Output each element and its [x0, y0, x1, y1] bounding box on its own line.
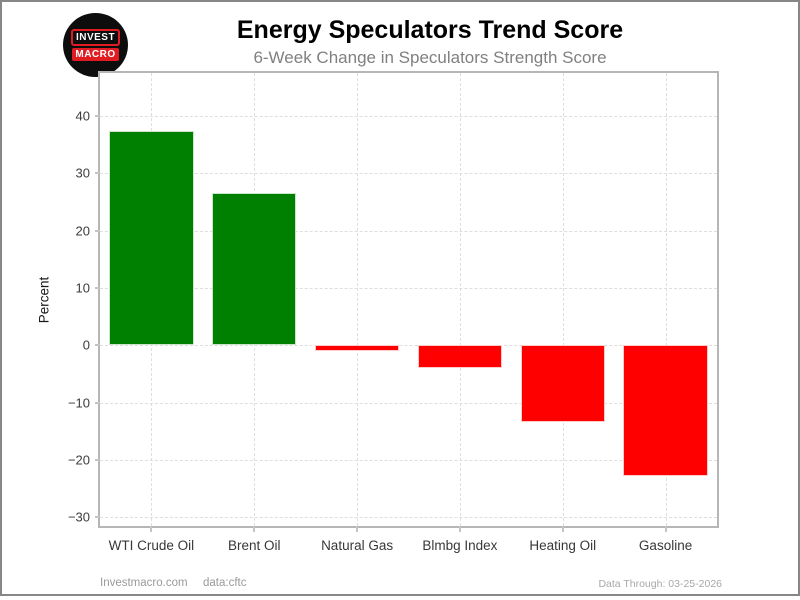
y-tick-label: 30	[75, 165, 90, 181]
logo-macro-text: MACRO	[72, 48, 119, 61]
y-gridline	[100, 173, 717, 175]
footer-source-text: data:cftc	[203, 577, 247, 589]
x-tick-mark	[664, 526, 667, 532]
x-gridline	[459, 73, 461, 526]
y-axis-label: Percent	[36, 276, 52, 324]
plot-area: 40 30 20 10 0 −10 −20 −30 WTI Crude Oil Brent Oil…	[68, 71, 719, 553]
bar-blmbg-index	[417, 345, 503, 368]
x-tick-mark	[150, 526, 153, 532]
y-gridline	[100, 402, 717, 404]
x-tick-mark	[561, 526, 564, 532]
x-tick-label: Gasoline	[638, 538, 693, 553]
bar-natural-gas	[314, 345, 400, 351]
y-tick-mark	[95, 172, 100, 175]
y-tick-label: 0	[82, 337, 90, 353]
y-tick-mark	[95, 459, 100, 462]
y-tick-mark	[95, 229, 100, 232]
y-gridline	[100, 345, 717, 347]
y-gridline	[100, 460, 717, 462]
y-gridline	[100, 116, 717, 117]
x-tick-mark	[356, 526, 359, 532]
y-tick-label: −30	[67, 509, 90, 525]
y-tick-label: 20	[75, 223, 90, 239]
y-tick-mark	[95, 287, 100, 290]
bar-brent-oil	[212, 192, 297, 346]
x-gridline	[665, 73, 667, 526]
footer-site-text: Investmacro.com	[100, 577, 188, 589]
y-gridline	[100, 517, 717, 519]
y-tick-mark	[95, 516, 100, 519]
y-tick-mark	[95, 401, 100, 404]
x-tick-label: WTI Crude Oil	[108, 538, 195, 553]
x-tick-mark	[458, 526, 461, 532]
x-tick-label: Brent Oil	[227, 538, 281, 553]
x-gridline	[357, 73, 359, 526]
bar-heating-oil	[520, 345, 605, 423]
y-tick-label: −10	[67, 395, 90, 411]
bar-wti-crude-oil	[109, 130, 194, 346]
chart-title: Energy Speculators Trend Score	[236, 16, 624, 44]
x-tick-label: Heating Oil	[529, 538, 597, 553]
y-tick-mark	[95, 115, 100, 117]
x-gridline	[562, 73, 564, 526]
x-tick-label: Blmbg Index	[422, 538, 498, 553]
y-gridline	[100, 288, 717, 290]
logo-invest-text: INVEST	[70, 29, 121, 46]
y-tick-label: 40	[75, 108, 90, 124]
investmacro-logo: INVEST MACRO	[63, 13, 128, 77]
y-tick-mark	[95, 344, 100, 347]
x-tick-label: Natural Gas	[321, 538, 394, 553]
footer-data-through: Data Through: 03-25-2026	[598, 578, 722, 590]
y-gridline	[100, 230, 717, 232]
x-tick-mark	[253, 526, 256, 532]
chart-subtitle: 6-Week Change in Speculators Strength Sc…	[253, 48, 607, 67]
y-tick-label: −20	[67, 452, 90, 468]
bar-gasoline	[623, 345, 708, 476]
y-tick-label: 10	[75, 280, 90, 296]
